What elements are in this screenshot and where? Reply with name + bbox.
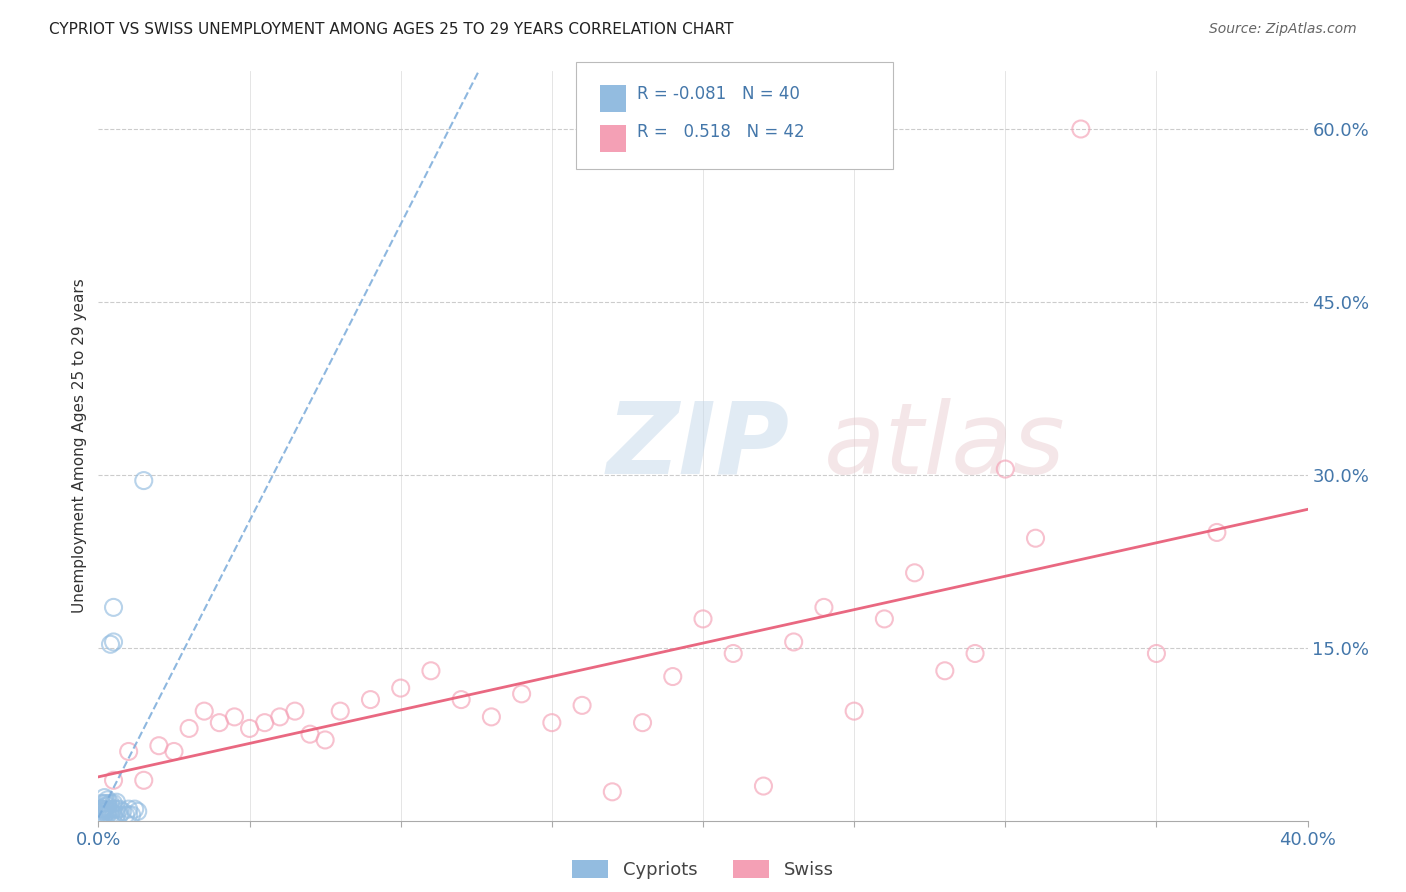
- Point: [994, 462, 1017, 476]
- Point: [132, 474, 155, 488]
- Point: [93, 802, 115, 816]
- Point: [1144, 647, 1167, 661]
- Legend: Cypriots, Swiss: Cypriots, Swiss: [572, 860, 834, 879]
- Point: [269, 710, 291, 724]
- Point: [253, 715, 276, 730]
- Point: [108, 802, 131, 816]
- Point: [1070, 122, 1092, 136]
- Point: [111, 805, 134, 819]
- Point: [193, 704, 215, 718]
- Point: [314, 733, 336, 747]
- Point: [179, 722, 201, 736]
- Point: [121, 808, 143, 822]
- Point: [100, 802, 122, 816]
- Point: [114, 808, 136, 822]
- Point: [510, 687, 533, 701]
- Point: [124, 802, 146, 816]
- Point: [904, 566, 927, 580]
- Point: [100, 637, 122, 651]
- Text: ZIP: ZIP: [606, 398, 789, 494]
- Point: [540, 715, 562, 730]
- Point: [571, 698, 593, 713]
- Point: [103, 797, 125, 811]
- Point: [90, 802, 112, 816]
- Point: [93, 808, 115, 822]
- Point: [103, 773, 125, 788]
- Point: [90, 802, 112, 816]
- Point: [752, 779, 775, 793]
- Point: [239, 722, 262, 736]
- Point: [389, 681, 412, 695]
- Point: [661, 669, 683, 683]
- Point: [93, 797, 115, 811]
- Point: [329, 704, 352, 718]
- Point: [93, 799, 115, 814]
- Point: [100, 808, 122, 822]
- Point: [299, 727, 322, 741]
- Point: [118, 744, 141, 758]
- Point: [103, 600, 125, 615]
- Point: [93, 790, 115, 805]
- Point: [692, 612, 714, 626]
- Point: [103, 808, 125, 822]
- Point: [1206, 525, 1229, 540]
- Point: [420, 664, 443, 678]
- Text: R =   0.518   N = 42: R = 0.518 N = 42: [637, 123, 804, 141]
- Point: [100, 797, 122, 811]
- Point: [93, 805, 115, 819]
- Text: Source: ZipAtlas.com: Source: ZipAtlas.com: [1209, 22, 1357, 37]
- Point: [100, 805, 122, 819]
- Point: [208, 715, 231, 730]
- Point: [163, 744, 186, 758]
- Point: [224, 710, 246, 724]
- Point: [90, 805, 112, 819]
- Point: [90, 797, 112, 811]
- Point: [90, 808, 112, 822]
- Point: [127, 805, 149, 819]
- Point: [96, 802, 118, 816]
- Point: [783, 635, 806, 649]
- Point: [105, 808, 128, 822]
- Text: R = -0.081   N = 40: R = -0.081 N = 40: [637, 85, 800, 103]
- Point: [132, 773, 155, 788]
- Point: [105, 795, 128, 809]
- Text: CYPRIOT VS SWISS UNEMPLOYMENT AMONG AGES 25 TO 29 YEARS CORRELATION CHART: CYPRIOT VS SWISS UNEMPLOYMENT AMONG AGES…: [49, 22, 734, 37]
- Point: [873, 612, 896, 626]
- Point: [96, 798, 118, 813]
- Point: [96, 793, 118, 807]
- Point: [103, 802, 125, 816]
- Point: [1024, 531, 1046, 545]
- Point: [284, 704, 307, 718]
- Point: [844, 704, 866, 718]
- Point: [813, 600, 835, 615]
- Point: [96, 797, 118, 811]
- Point: [118, 802, 141, 816]
- Y-axis label: Unemployment Among Ages 25 to 29 years: Unemployment Among Ages 25 to 29 years: [72, 278, 87, 614]
- Point: [965, 647, 987, 661]
- Point: [148, 739, 170, 753]
- Point: [105, 802, 128, 816]
- Text: atlas: atlas: [824, 398, 1066, 494]
- Point: [631, 715, 654, 730]
- Point: [118, 808, 141, 822]
- Point: [360, 692, 382, 706]
- Point: [108, 808, 131, 822]
- Point: [481, 710, 503, 724]
- Point: [96, 805, 118, 819]
- Point: [103, 635, 125, 649]
- Point: [450, 692, 472, 706]
- Point: [602, 785, 624, 799]
- Point: [96, 808, 118, 822]
- Point: [934, 664, 956, 678]
- Point: [723, 647, 745, 661]
